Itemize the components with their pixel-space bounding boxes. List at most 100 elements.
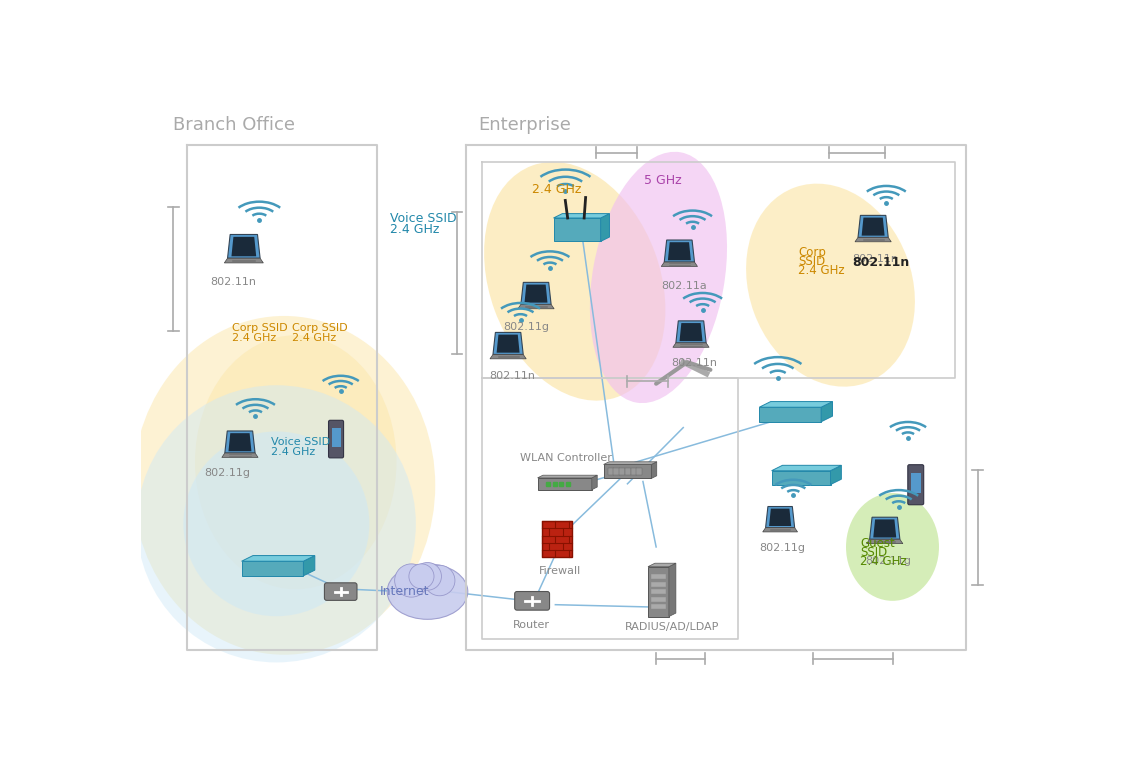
Polygon shape xyxy=(525,285,547,303)
Ellipse shape xyxy=(484,162,665,401)
Bar xyxy=(331,428,340,447)
Polygon shape xyxy=(664,240,695,262)
Polygon shape xyxy=(493,333,524,354)
Circle shape xyxy=(425,565,455,596)
Ellipse shape xyxy=(387,564,467,619)
Bar xyxy=(614,469,619,476)
Bar xyxy=(647,567,669,617)
Text: SSID: SSID xyxy=(798,255,825,268)
Polygon shape xyxy=(869,517,900,539)
Polygon shape xyxy=(604,462,656,465)
Polygon shape xyxy=(759,407,821,422)
Polygon shape xyxy=(521,283,551,304)
Text: 802.11g: 802.11g xyxy=(204,468,250,478)
Text: 802.11n: 802.11n xyxy=(852,256,910,269)
Bar xyxy=(542,521,572,557)
Polygon shape xyxy=(232,237,257,256)
Polygon shape xyxy=(651,462,656,479)
Polygon shape xyxy=(647,564,676,567)
Polygon shape xyxy=(242,561,303,576)
Polygon shape xyxy=(222,453,258,457)
Polygon shape xyxy=(867,539,903,543)
Bar xyxy=(625,469,631,476)
Bar xyxy=(651,597,665,601)
Polygon shape xyxy=(592,476,597,489)
FancyBboxPatch shape xyxy=(515,591,549,610)
FancyBboxPatch shape xyxy=(908,465,923,505)
Ellipse shape xyxy=(137,385,415,662)
Text: 2.4 GHz: 2.4 GHz xyxy=(860,555,906,568)
Text: Internet: Internet xyxy=(379,585,429,598)
Circle shape xyxy=(409,564,434,589)
Polygon shape xyxy=(831,466,841,485)
Bar xyxy=(608,469,614,476)
Polygon shape xyxy=(600,214,609,242)
Polygon shape xyxy=(661,262,697,266)
Polygon shape xyxy=(518,304,554,309)
Polygon shape xyxy=(537,476,597,478)
Ellipse shape xyxy=(590,152,727,403)
Polygon shape xyxy=(855,238,892,242)
Text: Corp SSID: Corp SSID xyxy=(292,323,348,334)
Polygon shape xyxy=(668,242,691,260)
Polygon shape xyxy=(224,258,263,263)
Polygon shape xyxy=(821,401,832,422)
Polygon shape xyxy=(769,509,792,526)
Circle shape xyxy=(394,564,428,598)
Text: 802.11n: 802.11n xyxy=(671,358,717,368)
Polygon shape xyxy=(229,433,251,452)
Bar xyxy=(537,478,592,489)
Text: 802.11g: 802.11g xyxy=(866,556,911,566)
Bar xyxy=(619,469,625,476)
Ellipse shape xyxy=(133,316,436,655)
Polygon shape xyxy=(762,528,797,532)
Bar xyxy=(631,469,637,476)
Polygon shape xyxy=(490,354,526,359)
Bar xyxy=(636,469,643,476)
Polygon shape xyxy=(874,520,896,537)
Bar xyxy=(604,465,651,479)
Text: WLAN Controller: WLAN Controller xyxy=(520,452,613,462)
Ellipse shape xyxy=(195,335,396,589)
Polygon shape xyxy=(554,214,609,218)
FancyBboxPatch shape xyxy=(324,583,357,601)
Bar xyxy=(651,589,665,594)
Polygon shape xyxy=(497,334,519,353)
Text: 802.11a: 802.11a xyxy=(662,281,707,291)
Text: 802.11n: 802.11n xyxy=(852,254,899,264)
Bar xyxy=(911,473,921,493)
Ellipse shape xyxy=(747,184,915,387)
Polygon shape xyxy=(554,218,600,242)
Text: 802.11n: 802.11n xyxy=(490,371,536,381)
Text: 802.11g: 802.11g xyxy=(503,322,549,332)
Text: Guest: Guest xyxy=(860,537,895,550)
Polygon shape xyxy=(766,506,795,528)
Text: RADIUS/AD/LDAP: RADIUS/AD/LDAP xyxy=(625,622,720,632)
Text: SSID: SSID xyxy=(860,546,887,559)
Circle shape xyxy=(413,563,441,591)
Polygon shape xyxy=(225,431,256,453)
Text: Enterprise: Enterprise xyxy=(477,116,571,134)
Text: 2.4 GHz: 2.4 GHz xyxy=(391,223,439,235)
Text: 802.11g: 802.11g xyxy=(759,543,805,553)
Text: Branch Office: Branch Office xyxy=(173,116,295,134)
Polygon shape xyxy=(771,471,831,485)
Polygon shape xyxy=(673,343,709,347)
Text: Corp: Corp xyxy=(798,245,825,259)
Polygon shape xyxy=(669,564,676,617)
Text: Voice SSID: Voice SSID xyxy=(271,437,330,447)
Text: Firewall: Firewall xyxy=(539,566,581,576)
Bar xyxy=(651,581,665,587)
Polygon shape xyxy=(861,218,885,235)
Polygon shape xyxy=(771,466,841,471)
Text: Voice SSID: Voice SSID xyxy=(391,212,457,225)
Polygon shape xyxy=(242,556,315,561)
Text: 802.11n: 802.11n xyxy=(211,277,257,287)
Text: 2.4 GHz: 2.4 GHz xyxy=(232,333,277,343)
Text: 2.4 GHz: 2.4 GHz xyxy=(533,183,581,196)
Polygon shape xyxy=(676,321,706,343)
FancyBboxPatch shape xyxy=(329,420,343,458)
Bar xyxy=(651,574,665,579)
Text: 2.4 GHz: 2.4 GHz xyxy=(798,264,844,277)
Text: Router: Router xyxy=(512,620,549,630)
